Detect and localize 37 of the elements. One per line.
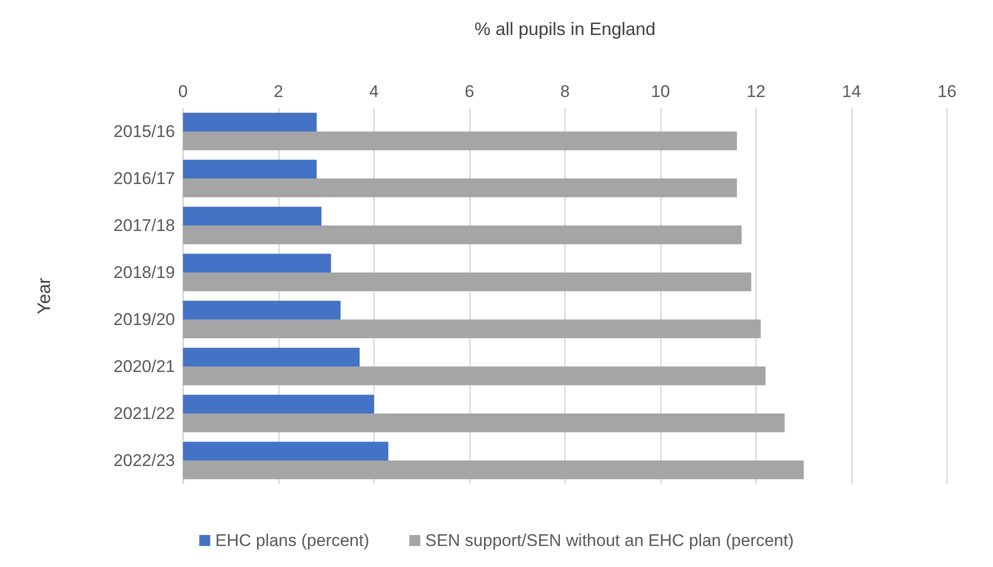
bar [183,160,317,178]
legend-label: EHC plans (percent) [215,531,370,550]
y-tick-label: 2017/18 [114,216,175,235]
bar [183,320,761,338]
x-tick-label: 0 [178,82,188,101]
bar [183,366,766,386]
y-tick-label: 2022/23 [114,451,175,470]
x-tick-label: 8 [560,82,570,101]
bar [183,442,388,460]
bar [183,300,341,320]
bar [183,394,374,414]
bar [183,460,804,480]
legend-label: SEN support/SEN without an EHC plan (percent) [425,531,794,550]
y-tick-label: 2020/21 [114,357,175,376]
y-axis-title: Year [34,278,54,314]
y-tick-label: 2015/16 [114,122,175,141]
y-tick-label: 2021/22 [114,404,175,423]
y-tick-label: 2016/17 [114,169,175,188]
x-tick-label: 14 [842,82,861,101]
bar [183,272,752,292]
x-tick-label: 2 [274,82,284,101]
y-tick-label: 2018/19 [114,263,175,282]
bar [183,348,360,366]
bar [183,178,737,198]
bar [183,132,737,150]
bar [183,254,332,272]
x-tick-label: 4 [369,82,379,101]
x-tick-label: 6 [464,82,474,101]
bar [183,112,317,132]
x-tick-label: 10 [651,82,670,101]
x-axis-title: % all pupils in England [474,19,656,39]
bar [183,206,322,226]
x-tick-label: 12 [746,82,766,101]
bar [183,414,785,432]
y-tick-label: 2019/20 [114,310,175,329]
x-tick-label: 16 [938,82,956,101]
bar [183,226,742,244]
